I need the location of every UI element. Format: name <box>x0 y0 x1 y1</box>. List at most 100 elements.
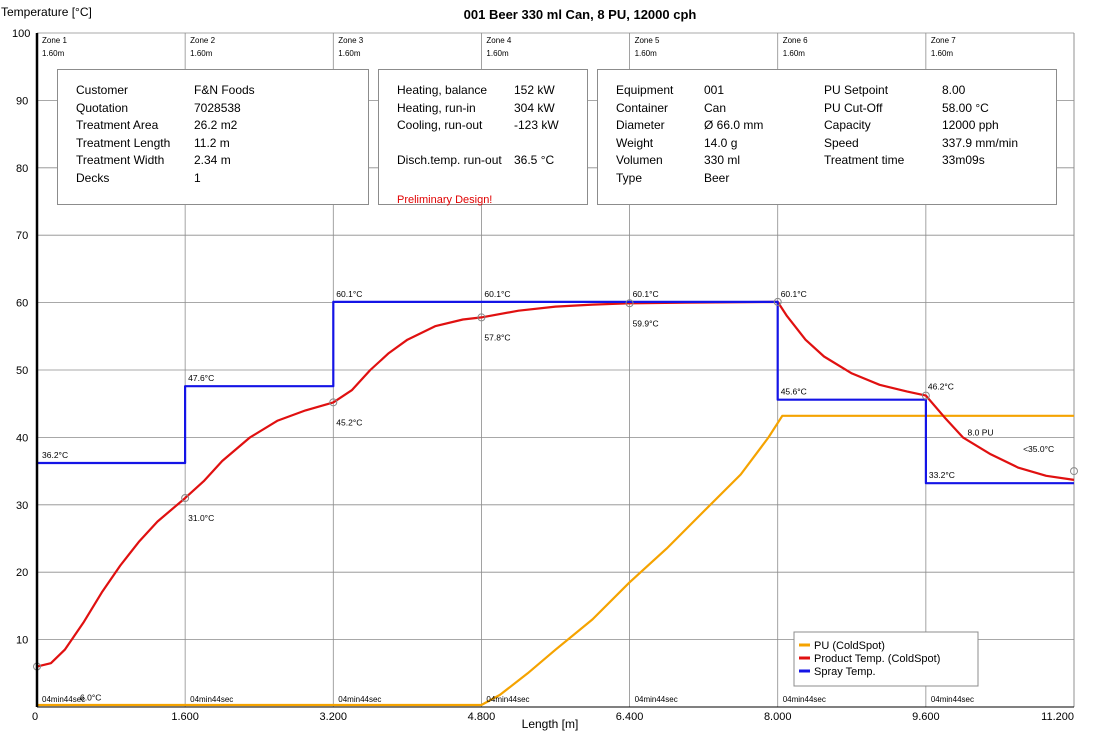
product-temp-marker <box>773 297 782 306</box>
info-value: 58.00 °C <box>942 100 989 115</box>
info-label: Equipment <box>616 83 674 97</box>
info-label: Type <box>616 170 643 185</box>
spray-temp-label: 45.6°C <box>781 387 807 397</box>
zone-length: 1.60m <box>190 49 213 58</box>
info-row: Diameter Ø 66.0 mm <box>616 117 824 135</box>
product-temp-marker <box>1070 467 1078 476</box>
info-value: 337.9 mm/min <box>942 135 1019 150</box>
y-tick-label: 20 <box>16 567 28 579</box>
product-temp-label: 57.8°C <box>484 332 510 342</box>
info-value: 12000 pph <box>942 118 999 132</box>
zone-time: 04min44sec <box>486 695 529 704</box>
x-axis-label: Length [m] <box>522 717 579 731</box>
info-value: 33m09s <box>942 153 985 167</box>
info-row: Treatment time 33m09s <box>824 152 1018 170</box>
info-value: -123 kW <box>514 118 559 132</box>
info-value: 14.0 g <box>704 135 738 150</box>
info-label: Quotation <box>76 100 129 115</box>
info-row: Treatment Length 11.2 m <box>76 135 368 153</box>
product-temp-marker <box>181 494 190 503</box>
chart-title: 001 Beer 330 ml Can, 8 PU, 12000 cph <box>464 7 697 22</box>
series-line-0 <box>37 414 1074 707</box>
preliminary-design-note: Preliminary Design! <box>397 194 493 206</box>
info-label: Capacity <box>824 118 871 132</box>
zone-name: Zone 2 <box>190 36 215 45</box>
info-label: Volumen <box>616 153 663 167</box>
y-tick-label: 100 <box>12 28 30 40</box>
legend-entry: PU (ColdSpot) <box>814 640 885 652</box>
spray-temp-label: 47.6°C <box>188 373 214 383</box>
y-tick-label: 90 <box>16 95 28 107</box>
zone-length: 1.60m <box>338 49 361 58</box>
info-row: Capacity 12000 pph <box>824 117 1018 135</box>
info-label: Treatment time <box>824 153 905 167</box>
info-label: PU Cut-Off <box>824 100 883 115</box>
zone-name: Zone 5 <box>635 36 660 45</box>
info-row: Quotation 7028538 <box>76 100 368 118</box>
info-row: Disch.temp. run-out 36.5 °C <box>397 152 587 170</box>
zone-name: Zone 7 <box>931 36 956 45</box>
info-label <box>397 135 514 153</box>
legend-entry: Product Temp. (ColdSpot) <box>814 653 940 665</box>
zone-time: 04min44sec <box>783 695 826 704</box>
info-row: Equipment 001 <box>616 82 824 100</box>
spray-temp-label: 33.2°C <box>929 470 955 480</box>
info-row: Container Can <box>616 100 824 118</box>
info-value: 26.2 m2 <box>194 118 238 132</box>
spray-temp-label: 60.1°C <box>781 289 807 299</box>
zone-time: 04min44sec <box>338 695 381 704</box>
info-label: Container <box>616 100 669 115</box>
info-label: PU Setpoint <box>824 83 889 97</box>
info-value: Can <box>704 100 727 115</box>
product-temp-label: 45.2°C <box>336 417 362 427</box>
info-row: Treatment Area 26.2 m2 <box>76 117 368 135</box>
y-tick-label: 10 <box>16 635 28 647</box>
info-label: Decks <box>76 170 110 185</box>
product-temp-label: 46.2°C <box>928 382 954 392</box>
info-label: Diameter <box>616 118 665 132</box>
info-row: Treatment Width 2.34 m <box>76 152 368 170</box>
zone-name: Zone 6 <box>783 36 808 45</box>
energy-info-box: Heating, balance 152 kW Heating, run-in 304… <box>378 69 588 206</box>
zone-length: 1.60m <box>42 49 65 58</box>
info-value: 1 <box>194 170 201 185</box>
info-row: Volumen 330 ml <box>616 152 824 170</box>
info-value: Beer <box>704 170 730 185</box>
info-label: Cooling, run-out <box>397 118 483 132</box>
product-temp-marker <box>625 299 634 308</box>
customer-info-box: Customer F&N Foods Quotation 7028538 Treatme… <box>57 69 369 205</box>
chart-annotation: 8.0 PU <box>968 427 994 437</box>
info-value: 36.5 °C <box>514 153 555 167</box>
series-line-2 <box>37 300 1074 485</box>
axes: 10 20 30 40 50 60 70 80 90 100 0 1.600 3.200 4.800 6.4… <box>12 28 1074 723</box>
info-row: PU Setpoint 8.00 <box>824 82 1018 100</box>
info-row: PU Cut-Off 58.00 °C <box>824 100 1018 118</box>
zone-time: 04min44sec <box>42 695 85 704</box>
zone-time: 04min44sec <box>931 695 974 704</box>
y-tick-label: 30 <box>16 500 28 512</box>
data-labels: Zone 1 1.60m 04min44sec Zone 2 1.60m 04min44s… <box>33 36 1078 704</box>
info-row: Decks 1 <box>76 170 368 188</box>
info-label: Weight <box>616 135 654 150</box>
zone-name: Zone 3 <box>338 36 363 45</box>
product-temp-marker <box>329 398 338 407</box>
y-tick-label: 70 <box>16 230 28 242</box>
zone-time: 04min44sec <box>190 695 233 704</box>
zone-name: Zone 4 <box>486 36 511 45</box>
series-lines <box>36 300 1075 707</box>
spray-temp-label: 60.1°C <box>336 289 362 299</box>
product-temp-label: 6.0°C <box>80 693 101 703</box>
info-label: Disch.temp. run-out <box>397 153 502 167</box>
info-value: 330 ml <box>704 153 741 167</box>
info-value: 8.00 <box>942 83 966 97</box>
product-temp-marker <box>477 313 486 322</box>
zone-length: 1.60m <box>635 49 658 58</box>
info-value: Ø 66.0 mm <box>704 118 764 132</box>
y-tick-label: 50 <box>16 365 28 377</box>
info-value: 7028538 <box>194 100 241 115</box>
y-tick-label: 80 <box>16 163 28 175</box>
zone-length: 1.60m <box>931 49 954 58</box>
spray-temp-label: 36.2°C <box>42 450 68 460</box>
x-tick-label: 11.200 <box>1041 711 1074 723</box>
zone-length: 1.60m <box>783 49 806 58</box>
